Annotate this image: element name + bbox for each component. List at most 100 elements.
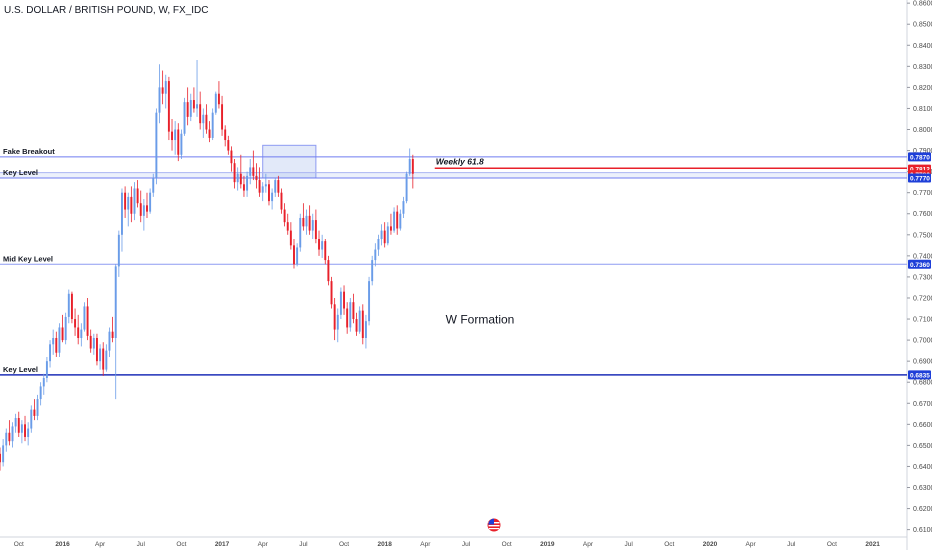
candle-body: [205, 114, 208, 130]
level-label: Key Level: [3, 168, 38, 177]
candle-body: [305, 215, 308, 227]
candle-body: [30, 409, 33, 429]
candle-body: [102, 348, 105, 370]
candle-body: [255, 175, 258, 181]
price-badge-label: 0.6835: [910, 372, 930, 379]
candle-body: [199, 104, 202, 124]
candle-body: [139, 203, 142, 216]
candle-body: [264, 184, 267, 187]
x-tick-label: 2017: [215, 541, 230, 548]
candle-body: [214, 93, 217, 113]
candle-body: [58, 327, 61, 353]
candle-body: [308, 215, 311, 231]
candle-body: [67, 293, 70, 317]
candle-body: [402, 201, 405, 214]
candle-body: [221, 104, 224, 130]
key-level-band: [0, 172, 907, 178]
candle-body: [64, 316, 67, 341]
candle-body: [108, 331, 111, 351]
candle-body: [343, 291, 346, 309]
candle-body: [383, 230, 386, 244]
candle-body: [408, 158, 411, 174]
candle-body: [183, 102, 186, 134]
candle-body: [352, 302, 355, 320]
candle-body: [239, 173, 242, 185]
x-tick-label: Oct: [664, 541, 674, 548]
candle-body: [77, 327, 80, 338]
candle-body: [80, 329, 83, 338]
candle-body: [196, 104, 199, 109]
candle-body: [86, 306, 89, 336]
candle-body: [2, 445, 5, 463]
candle-body: [236, 173, 239, 183]
candle-body: [111, 331, 114, 338]
candle-body: [202, 114, 205, 124]
candle-body: [33, 409, 36, 416]
candle-body: [92, 337, 95, 349]
candle-body: [277, 180, 280, 193]
candle-body: [286, 222, 289, 231]
candle-body: [189, 100, 192, 117]
x-tick-label: Oct: [827, 541, 837, 548]
candle-body: [280, 192, 283, 210]
candle-body: [52, 337, 55, 345]
candle-body: [174, 129, 177, 141]
level-label: Fake Breakout: [3, 147, 55, 156]
candle-body: [192, 100, 195, 109]
candle-body: [20, 424, 23, 433]
candle-body: [293, 245, 295, 265]
candle-body: [70, 293, 73, 320]
candle-body: [271, 192, 274, 202]
x-tick-label: Jul: [787, 541, 796, 548]
candle-body: [114, 266, 117, 338]
candle-body: [233, 163, 236, 183]
level-label: Key Level: [3, 365, 38, 374]
candle-body: [17, 418, 20, 433]
x-tick-label: Apr: [95, 541, 106, 548]
candle-body: [336, 314, 339, 330]
candle-body: [311, 220, 314, 231]
candle-body: [364, 321, 367, 338]
candle-body: [152, 177, 155, 193]
candle-body: [289, 230, 292, 246]
candle-body: [318, 239, 320, 250]
candle-body: [180, 133, 183, 155]
candle-body: [24, 424, 26, 437]
price-badge: [908, 259, 931, 269]
candle-body: [227, 140, 230, 151]
candle-body: [27, 428, 30, 437]
x-tick-label: Jul: [624, 541, 633, 548]
candle-body: [74, 319, 77, 328]
candle-body: [386, 226, 389, 244]
candle-body: [405, 173, 408, 202]
candle-body: [5, 432, 8, 446]
candle-body: [161, 87, 164, 94]
candle-body: [252, 167, 255, 176]
candle-body: [224, 129, 227, 141]
fib-level-label: Weekly 61.8: [436, 156, 484, 166]
candle-body: [83, 306, 86, 330]
candle-body: [146, 205, 148, 212]
candle-body: [361, 310, 364, 338]
candle-body: [0, 453, 1, 463]
candle-body: [314, 220, 317, 240]
candle-body: [242, 184, 245, 191]
candle-body: [11, 426, 14, 442]
x-tick-label: Oct: [176, 541, 186, 548]
candle-body: [136, 188, 139, 204]
candle-body: [411, 158, 414, 174]
x-tick-label: Oct: [14, 541, 24, 548]
candle-body: [368, 281, 371, 322]
